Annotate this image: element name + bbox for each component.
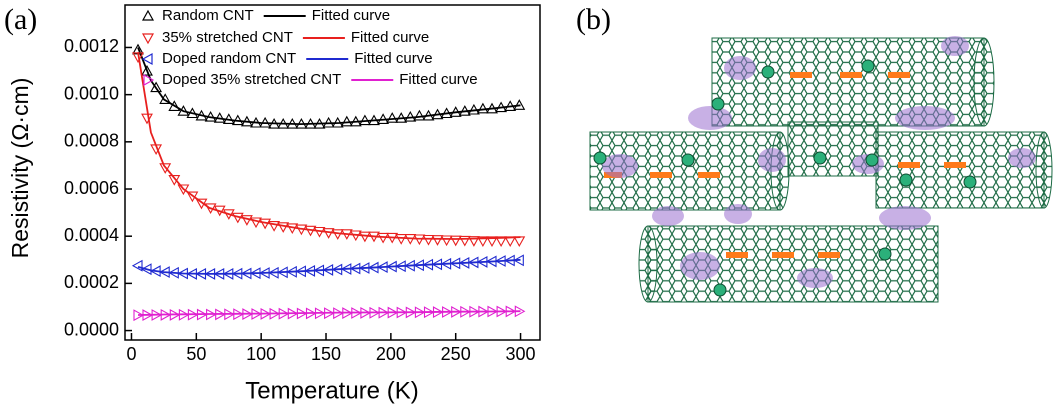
y-tick-label: 0.0010 <box>64 83 119 103</box>
x-tick-label: 250 <box>441 344 471 364</box>
y-axis-title: Resistivity (Ω·cm) <box>7 78 33 259</box>
marker <box>142 114 152 123</box>
marker <box>460 236 470 245</box>
legend-label: Doped 35% stretched CNT <box>162 71 341 88</box>
marker <box>414 111 424 120</box>
legend-marker <box>143 34 153 43</box>
legend-label: Fitted curve <box>312 7 390 24</box>
legend-label: Fitted curve <box>351 29 429 46</box>
x-tick-label: 0 <box>126 344 136 364</box>
marker <box>424 236 434 245</box>
x-tick-label: 100 <box>246 344 276 364</box>
marker <box>514 237 524 246</box>
legend-label: Fitted curve <box>354 50 432 67</box>
y-tick-label: 0.0008 <box>64 131 119 151</box>
marker <box>387 113 397 122</box>
x-tick-label: 150 <box>311 344 341 364</box>
y-tick-label: 0.0004 <box>64 225 119 245</box>
y-tick-label: 0.0012 <box>64 36 119 56</box>
nanotube <box>876 132 1052 208</box>
y-tick-label: 0.0006 <box>64 178 119 198</box>
x-axis-title: Temperature (K) <box>245 377 418 404</box>
illustration <box>590 36 1052 302</box>
legend-marker <box>143 11 153 20</box>
y-tick-label: 0.0002 <box>64 272 119 292</box>
x-tick-label: 300 <box>506 344 536 364</box>
legend-label: Random CNT <box>162 7 254 24</box>
figure: (a) (b) Temperature (K) Resistivity (Ω·c… <box>0 0 1057 414</box>
legend-label: Doped random CNT <box>162 50 296 67</box>
marker <box>278 223 288 232</box>
marker <box>396 235 406 244</box>
y-tick-label: 0.0000 <box>64 319 119 339</box>
legend-label: Fitted curve <box>399 71 477 88</box>
marker <box>133 261 142 271</box>
x-tick-label: 50 <box>186 344 206 364</box>
marker <box>451 236 461 245</box>
panel-label: (a) <box>4 3 37 36</box>
x-tick-label: 200 <box>376 344 406 364</box>
marker <box>433 236 443 245</box>
legend-label: 35% stretched CNT <box>162 29 293 46</box>
marker <box>442 236 452 245</box>
panel-label: (b) <box>576 3 611 36</box>
